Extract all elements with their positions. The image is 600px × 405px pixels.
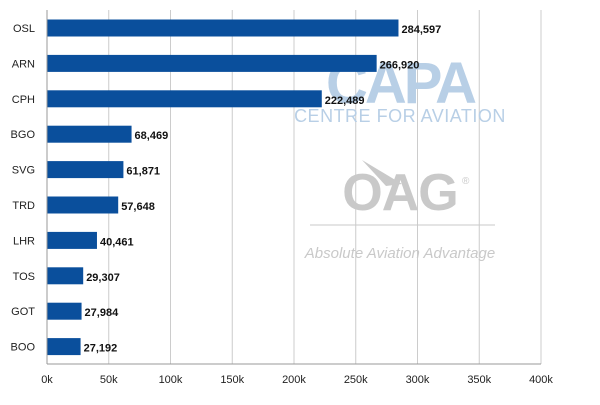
value-label-lhr: 40,461 [100,236,134,248]
category-label-svg: SVG [12,165,35,177]
bar-lhr [47,231,97,249]
value-label-osl: 284,597 [401,24,441,36]
x-tick-label-8: 400k [529,374,553,386]
value-labels: 284,597 266,920 222,489 68,469 61,871 57,648 4… [84,24,442,355]
x-tick-label-0: 0k [41,374,53,386]
category-label-got: GOT [11,306,35,318]
value-label-cph: 222,489 [325,95,365,107]
x-tick-label-1: 50k [100,374,118,386]
x-axis: 0k 50k 100k 150k 200k 250k 300k 350k 400k [41,363,553,386]
value-label-tos: 29,307 [86,272,120,284]
bar-osl [47,19,399,37]
category-label-boo: BOO [11,342,36,354]
x-tick-label-5: 250k [344,374,368,386]
category-label-bgo: BGO [11,129,36,141]
oag-logo-watermark: OAG [342,164,457,222]
value-label-got: 27,984 [85,307,120,319]
oag-registered-mark: ® [462,176,470,187]
x-tick-label-4: 200k [282,374,306,386]
value-label-boo: 27,192 [84,343,118,355]
bar-boo [47,338,81,356]
x-tick-label-7: 350k [467,374,491,386]
y-axis: OSL ARN CPH BGO SVG TRD LHR TOS GOT BOO [11,10,48,364]
bar-got [47,302,82,320]
bar-arn [47,54,377,72]
category-label-tos: TOS [13,271,35,283]
oag-swoosh-icon [362,160,402,186]
bar-trd [47,196,119,214]
bar-svg [47,161,124,179]
category-label-arn: ARN [12,58,35,70]
value-label-arn: 266,920 [380,59,420,71]
x-tick-label-6: 300k [406,374,430,386]
x-tick-label-3: 150k [220,374,244,386]
category-label-trd: TRD [12,200,35,212]
category-label-lhr: LHR [13,235,35,247]
value-label-svg: 61,871 [126,166,160,178]
category-label-cph: CPH [12,94,35,106]
x-tick-label-2: 100k [159,374,183,386]
capa-tagline-watermark: CENTRE FOR AVIATION [294,106,506,126]
bar-bgo [47,125,132,143]
bar-cph [47,90,322,108]
oag-tagline-watermark: Absolute Aviation Advantage [304,245,495,262]
bar-tos [47,267,84,285]
value-label-trd: 57,648 [121,201,155,213]
value-label-bgo: 68,469 [135,130,169,142]
category-label-osl: OSL [13,23,35,35]
bars [47,19,399,356]
watermark-group: CAPA CENTRE FOR AVIATION OAG ® Absolute … [294,51,506,262]
